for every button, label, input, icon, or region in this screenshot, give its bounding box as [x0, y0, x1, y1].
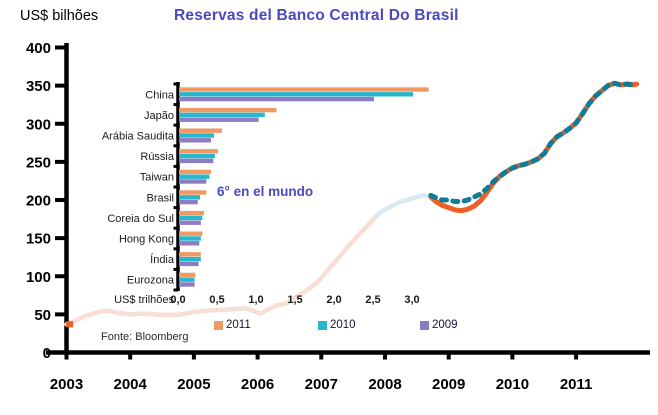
- x-axis-tick-label: 2006: [241, 376, 274, 393]
- bar-2009-4: [179, 179, 207, 184]
- series-start-marker: [66, 321, 74, 328]
- bar-2010-6: [179, 215, 203, 221]
- series-reservas-2009-2011-dashed: [428, 80, 640, 205]
- bar-2009-5: [179, 199, 198, 205]
- legend-label: 2011: [226, 319, 251, 331]
- y-axis-tick-label: 200: [26, 193, 51, 210]
- legend-swatch-icon: [318, 320, 327, 330]
- inset-x-tick-label: 2,0: [326, 294, 341, 306]
- x-axis-tick-label: 2003: [50, 376, 83, 393]
- inset-x-tick-label: 1,0: [248, 294, 263, 306]
- bar-2010-0: [179, 92, 413, 97]
- bar-2009-8: [179, 261, 199, 267]
- bar-2011-9: [179, 272, 196, 278]
- bar-2010-4: [179, 174, 210, 179]
- inset-category-label: Índia: [150, 253, 175, 266]
- bar-2009-9: [179, 282, 195, 287]
- bar-2010-8: [179, 256, 201, 262]
- bar-2009-2: [179, 138, 211, 143]
- inset-x-tick-label: 3,0: [404, 294, 419, 306]
- inset-category-label: Hong Kong: [119, 234, 174, 246]
- source-label: Fonte: Bloomberg: [101, 331, 189, 343]
- x-axis-tick-label: 2011: [560, 376, 593, 393]
- x-axis-tick-label: 2005: [177, 376, 210, 393]
- y-axis-tick-label: 250: [26, 154, 51, 171]
- bar-2011-8: [179, 252, 201, 257]
- inset-category-label: Arábia Saudita: [102, 131, 175, 143]
- series-reservas-2003-2008: [64, 214, 378, 327]
- inset-x-tick-label: 0,0: [170, 294, 185, 306]
- bar-2011-5: [179, 190, 207, 195]
- chart-title: Reservas del Banco Central Do Brasil: [174, 7, 459, 24]
- bar-2010-1: [179, 112, 265, 118]
- series-reservas-2008-crisis: [373, 193, 437, 220]
- legend-swatch-icon: [214, 320, 223, 330]
- bar-2009-1: [179, 117, 259, 122]
- inset-x-tick-label: 1,5: [287, 294, 302, 306]
- x-axis-tick-label: 2009: [432, 376, 465, 393]
- bar-2010-7: [179, 236, 201, 241]
- y-axis-tick-label: 300: [26, 116, 51, 133]
- y-axis-tick-label: 150: [26, 231, 51, 248]
- legend-swatch-icon: [420, 320, 429, 330]
- legend-label: 2009: [432, 319, 458, 331]
- bar-2011-1: [179, 107, 277, 113]
- legend-item-2009: 2009: [420, 319, 458, 331]
- y-axis-tick-label: 0: [43, 345, 51, 362]
- inset-category-label: Japão: [144, 110, 174, 122]
- bar-2011-2: [179, 128, 222, 133]
- bar-2011-3: [179, 149, 218, 154]
- x-axis-tick-label: 2010: [496, 376, 529, 393]
- x-axis-tick-label: 2008: [368, 376, 401, 393]
- bar-2011-7: [179, 231, 203, 236]
- inset-x-tick-label: 2,5: [365, 294, 380, 306]
- inset-category-label: Eurozona: [127, 275, 175, 287]
- inset-category-label: Brasil: [146, 192, 174, 204]
- y-axis-unit-label: US$ bilhões: [20, 8, 99, 24]
- y-axis-tick-label: 100: [26, 269, 51, 286]
- x-axis-tick-label: 2007: [305, 376, 338, 393]
- series-reservas-2009-2011-solid: [428, 80, 640, 214]
- bar-2009-7: [179, 241, 200, 246]
- bar-2009-6: [179, 220, 201, 225]
- bar-2009-0: [179, 96, 374, 102]
- inset-x-axis-unit-label: US$ trilhões: [114, 294, 174, 306]
- x-axis-tick-label: 2004: [114, 376, 148, 393]
- bar-2011-4: [179, 169, 211, 175]
- y-axis-tick-label: 50: [34, 307, 51, 324]
- legend-item-2010: 2010: [318, 319, 356, 331]
- bar-2010-5: [179, 195, 201, 200]
- bar-2010-3: [179, 153, 215, 159]
- bar-2009-3: [179, 158, 214, 164]
- legend-label: 2010: [330, 319, 356, 331]
- bar-2011-6: [179, 210, 204, 216]
- inset-category-label: China: [145, 89, 175, 101]
- inset-x-tick-label: 0,5: [209, 294, 224, 306]
- bar-2010-2: [179, 133, 215, 138]
- inset-category-label: Taiwan: [140, 172, 174, 184]
- inset-category-label: Coreia do Sul: [107, 213, 174, 225]
- y-axis-tick-label: 350: [26, 78, 51, 95]
- legend-item-2011: 2011: [214, 319, 251, 331]
- y-axis-tick-label: 400: [26, 40, 51, 57]
- bar-2011-0: [179, 87, 429, 92]
- bar-2010-9: [179, 277, 195, 282]
- rank-annotation: 6° en el mundo: [217, 184, 314, 199]
- inset-category-label: Rússia: [140, 151, 175, 163]
